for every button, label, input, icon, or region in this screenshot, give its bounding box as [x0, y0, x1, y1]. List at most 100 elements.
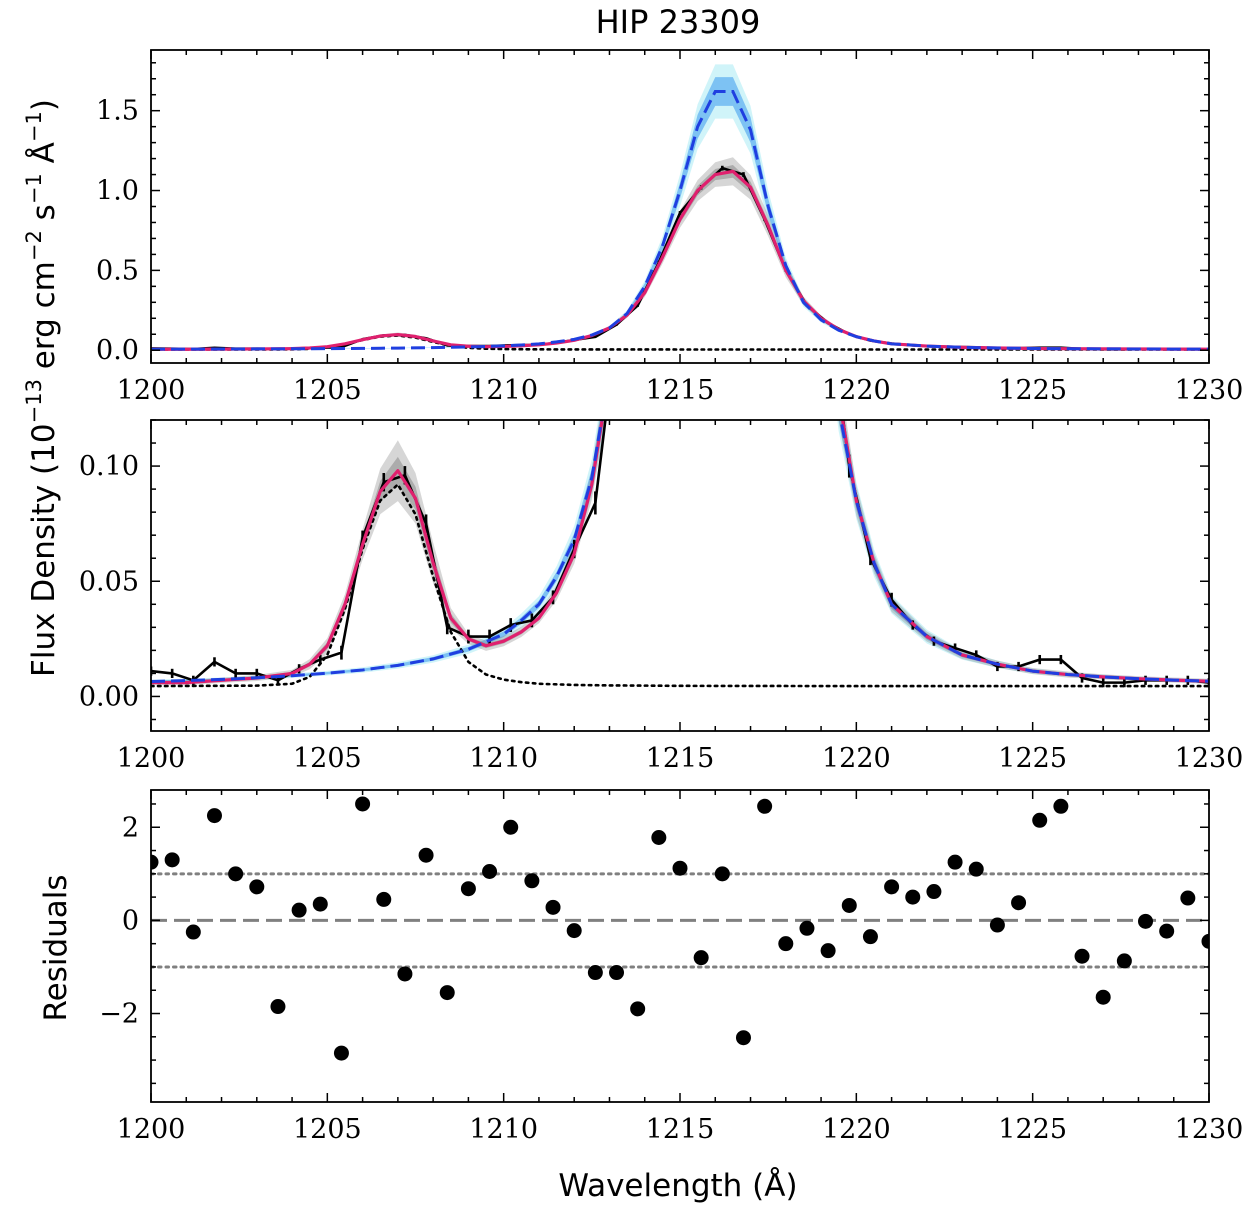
intrinsic-band-outer: [151, 64, 1209, 350]
residual-point: [439, 985, 455, 1001]
y-tick-label: 0.0: [96, 335, 139, 366]
x-tick-label: 1230: [1175, 743, 1244, 774]
x-tick-label: 1210: [469, 1114, 538, 1145]
axes-frame: [150, 789, 1210, 1103]
residual-point: [778, 936, 794, 952]
x-tick-label: 1215: [646, 375, 715, 406]
intrinsic-band-outer: [151, 420, 1209, 684]
residual-point: [1032, 812, 1048, 828]
residual-point: [693, 950, 709, 966]
y-tick-label: 0.05: [79, 566, 139, 597]
observed-spectrum-line: [151, 420, 1209, 684]
residual-point: [799, 920, 815, 936]
y-label-exponent: −1: [22, 111, 46, 142]
y-tick-label: 0: [122, 905, 139, 936]
residual-point: [1159, 923, 1175, 939]
y-tick-label: 0.00: [79, 681, 139, 712]
y-tick-label: 0.5: [96, 255, 139, 286]
residual-point: [291, 902, 307, 918]
residual-point: [587, 965, 603, 981]
axes-frame: [150, 419, 1210, 732]
residual-point: [757, 798, 773, 814]
residual-point: [905, 889, 921, 905]
model-band-inner: [151, 420, 1209, 684]
x-axis-label: Wavelength (Å): [558, 1168, 797, 1204]
residual-point: [185, 924, 201, 940]
residual-point: [503, 819, 519, 835]
residual-point: [460, 881, 476, 897]
residual-point: [206, 808, 222, 824]
y-label-text: Å: [26, 142, 62, 173]
x-tick-label: 1200: [117, 743, 186, 774]
residual-point: [249, 879, 265, 895]
y-label-text: Flux Density (10: [26, 423, 62, 677]
residual-point: [1138, 913, 1154, 929]
residual-point: [524, 873, 540, 889]
residual-point: [355, 796, 371, 812]
residual-point: [1180, 890, 1196, 906]
y-tick-label: 2: [122, 812, 139, 843]
x-tick-label: 1225: [998, 743, 1067, 774]
y-tick-label: 1.5: [96, 96, 139, 127]
x-tick-label: 1205: [293, 1114, 362, 1145]
residual-point: [151, 854, 159, 870]
x-tick-label: 1220: [822, 743, 891, 774]
residual-point: [164, 852, 180, 868]
residual-point: [1116, 953, 1132, 969]
y-label-text: erg cm: [26, 261, 62, 379]
residual-point: [545, 899, 561, 915]
x-tick-label: 1225: [998, 375, 1067, 406]
residual-point: [609, 965, 625, 981]
panel-zoom-spectrum: 1200 1205 1210 1215 1220 1225 1230 0.00 0.05 0.10: [79, 419, 1244, 774]
line-component-dotted: [151, 482, 1209, 688]
y-tick-label: 0.10: [79, 451, 139, 482]
y-tick-label: −2: [99, 999, 139, 1030]
y-tick-label: 1.0: [96, 176, 139, 207]
residual-point: [630, 1001, 646, 1017]
residual-point: [735, 1030, 751, 1046]
residual-point: [1074, 948, 1090, 964]
panel-residuals: 1200 1205 1210 1215 1220 1225 1230 −2 0 2: [99, 789, 1243, 1145]
y-label-text: ): [26, 99, 62, 111]
intrinsic-line-dashed: [151, 90, 1209, 351]
residual-point: [1201, 933, 1209, 949]
residual-point: [566, 923, 582, 939]
x-tick-label: 1205: [293, 375, 362, 406]
x-tick-label: 1215: [646, 1114, 715, 1145]
residual-point: [672, 860, 688, 876]
x-tick-label: 1230: [1175, 375, 1244, 406]
svg-text:Flux Density (10−13 erg cm−2 s: Flux Density (10−13 erg cm−2 s−1 Å−1): [22, 99, 62, 677]
panel-full-spectrum: 1200 1205 1210 1215 1220 1225 1230 0.0 0.5 1.0 1.5: [96, 49, 1244, 406]
x-tick-label: 1215: [646, 743, 715, 774]
residual-point: [270, 999, 286, 1015]
residual-point: [820, 943, 836, 959]
residual-point: [1053, 798, 1069, 814]
model-band-outer: [151, 420, 1209, 686]
residual-point: [947, 854, 963, 870]
residual-point: [1095, 989, 1111, 1005]
residual-point: [968, 861, 984, 877]
y-label-exponent: −2: [22, 230, 46, 261]
residual-point: [418, 847, 434, 863]
intrinsic-band-inner: [151, 420, 1209, 683]
residual-point: [884, 879, 900, 895]
residual-point: [841, 897, 857, 913]
y-axis-label: Flux Density (10−13 erg cm−2 s−1 Å−1): [22, 99, 62, 677]
plot-area: [151, 64, 1209, 351]
model-line: [151, 420, 1209, 685]
x-tick-label: 1205: [293, 743, 362, 774]
residual-point: [1011, 895, 1027, 911]
residual-point: [651, 829, 667, 845]
residual-point: [376, 891, 392, 907]
residual-point: [989, 917, 1005, 933]
x-tick-label: 1220: [822, 1114, 891, 1145]
x-tick-label: 1210: [469, 743, 538, 774]
residual-point: [312, 896, 328, 912]
x-tick-label: 1200: [117, 1114, 186, 1145]
x-tick-label: 1225: [998, 1114, 1067, 1145]
residual-point: [397, 966, 413, 982]
chart-title: HIP 23309: [596, 3, 761, 41]
plot-area: [151, 796, 1209, 1061]
residual-point: [926, 884, 942, 900]
